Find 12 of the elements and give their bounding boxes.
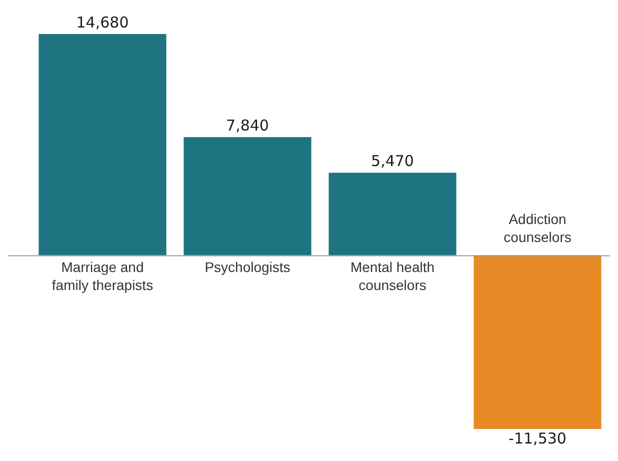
bar bbox=[184, 137, 312, 256]
data-label: 5,470 bbox=[371, 152, 414, 170]
x-tick-label: Mental health counselors bbox=[350, 259, 435, 294]
x-tick-label: Addiction counselors bbox=[504, 211, 572, 246]
data-label: 7,840 bbox=[226, 116, 269, 134]
bar bbox=[328, 172, 456, 256]
data-label: -11,530 bbox=[508, 429, 566, 448]
bar bbox=[474, 255, 602, 429]
data-label: 14,680 bbox=[76, 13, 129, 32]
x-tick-label: Psychologists bbox=[204, 259, 290, 276]
x-tick-label: Marriage and family therapists bbox=[52, 259, 154, 294]
bar bbox=[38, 34, 166, 256]
